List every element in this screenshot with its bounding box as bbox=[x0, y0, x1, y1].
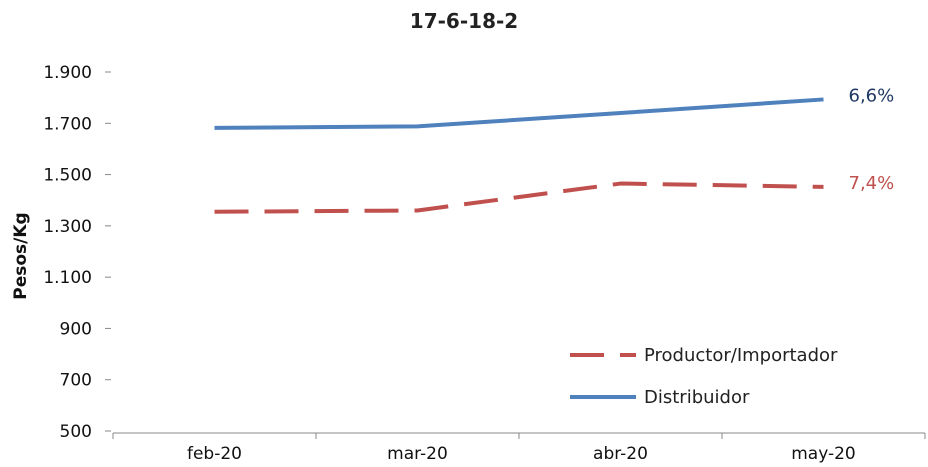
legend-label-1: Productor/Importador bbox=[644, 345, 838, 366]
x-tick-label: mar-20 bbox=[387, 444, 448, 464]
series-end-label-1: 7,4% bbox=[849, 173, 895, 194]
y-tick-label: 1.500 bbox=[43, 166, 92, 186]
y-tick-label: 700 bbox=[60, 371, 92, 391]
y-tick-label: 900 bbox=[60, 319, 92, 339]
y-tick-label: 1.300 bbox=[43, 217, 92, 237]
chart-title: 17-6-18-2 bbox=[410, 9, 518, 33]
x-tick-label: may-20 bbox=[791, 444, 856, 464]
series-end-label-2: 6,6% bbox=[849, 85, 895, 106]
x-tick-label: abr-20 bbox=[593, 444, 648, 464]
series-layer: 7,4% 6,6% bbox=[214, 85, 895, 214]
legend-label-2: Distribuidor bbox=[644, 387, 750, 408]
series-line-1 bbox=[214, 181, 824, 214]
y-axis-label: Pesos/Kg bbox=[11, 212, 31, 299]
y-tick-label: 500 bbox=[60, 422, 92, 442]
y-tick-label: 1.900 bbox=[43, 63, 92, 83]
axes: 500 700 900 1.100 1.300 1.500 1.700 1.900 feb-20… bbox=[43, 63, 926, 464]
y-tick-label: 1.700 bbox=[43, 114, 92, 134]
legend: Productor/Importador Distribuidor bbox=[570, 345, 838, 408]
x-tick-label: feb-20 bbox=[187, 444, 242, 464]
series-line-2 bbox=[214, 97, 824, 130]
y-tick-label: 1.100 bbox=[43, 268, 92, 288]
